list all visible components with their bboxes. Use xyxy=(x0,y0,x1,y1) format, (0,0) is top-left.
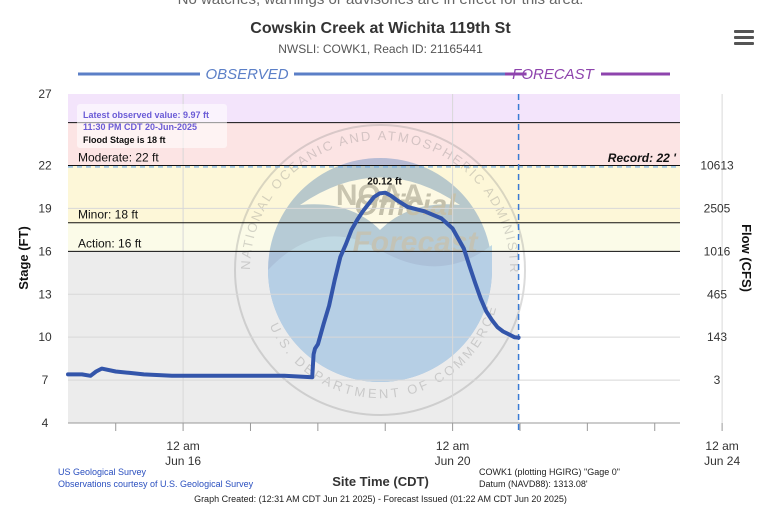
y-tick-label: 19 xyxy=(38,201,52,215)
usgs-observations-link[interactable]: Observations courtesy of U.S. Geological… xyxy=(58,479,254,489)
advisory-note: No watches, warnings or advisories are i… xyxy=(0,0,761,8)
menu-icon-bar xyxy=(734,36,754,39)
y-tick-label: 4 xyxy=(42,416,49,430)
tooltip-flood-stage: Flood Stage is 18 ft xyxy=(83,135,166,145)
y2-axis-title: Flow (CFS) xyxy=(739,224,754,292)
usgs-link[interactable]: US Geological Survey xyxy=(58,467,147,477)
tooltip-latest-value: Latest observed value: 9.97 ft xyxy=(83,110,210,120)
observed-section-label: OBSERVED xyxy=(205,66,288,83)
x-tick-label-line1: 12 am xyxy=(436,439,469,453)
record-label: Record: 22 ' xyxy=(608,151,677,165)
series-line-observed xyxy=(66,190,521,380)
forecast-section-label: FORECAST xyxy=(512,66,596,83)
y2-tick-label: 2505 xyxy=(704,201,731,215)
y-tick-label: 7 xyxy=(42,373,49,387)
y-axis-title: Stage (FT) xyxy=(16,226,31,290)
datum-line: Datum (NAVD88): 1313.08' xyxy=(479,479,588,489)
threshold-label-moderate: Moderate: 22 ft xyxy=(78,151,159,165)
action-band xyxy=(68,222,680,252)
chart-subtitle: NWSLI: COWK1, Reach ID: 21165441 xyxy=(278,42,483,56)
x-tick-label-line1: 12 am xyxy=(705,439,738,453)
x-tick-label-line2: Jun 16 xyxy=(165,454,201,468)
gauge-line: COWK1 (plotting HGIRG) "Gage 0" xyxy=(479,467,620,477)
gauge-info: COWK1 (plotting HGIRG) "Gage 0" Datum (N… xyxy=(479,466,620,490)
y2-tick-label: 465 xyxy=(707,287,727,301)
peak-label: 20.12 ft xyxy=(367,176,402,187)
x-tick-label-line2: Jun 24 xyxy=(704,454,740,468)
y-tick-label: 10 xyxy=(38,330,52,344)
y2-tick-label: 1016 xyxy=(704,244,731,258)
minor-flood-band xyxy=(68,165,680,223)
x-tick-label-line2: Jun 20 xyxy=(435,454,471,468)
usgs-credit[interactable]: US Geological Survey Observations courte… xyxy=(58,466,253,490)
menu-icon-bar xyxy=(734,30,754,33)
y-tick-label: 16 xyxy=(38,244,52,258)
tooltip-latest-time: 11:30 PM CDT 20-Jun-2025 xyxy=(83,122,198,132)
menu-icon-bar xyxy=(734,42,754,45)
chart-title: Cowskin Creek at Wichita 119th St xyxy=(250,20,511,37)
y-tick-label: 13 xyxy=(38,287,52,301)
latest-value-tooltip xyxy=(77,104,227,148)
y2-tick-label: 143 xyxy=(707,330,727,344)
graph-created-note: Graph Created: (12:31 AM CDT Jun 21 2025… xyxy=(194,494,567,504)
y-tick-label: 22 xyxy=(38,159,52,173)
y2-tick-label: 10613 xyxy=(700,159,734,173)
threshold-label-action: Action: 16 ft xyxy=(78,236,142,250)
y2-tick-label: 3 xyxy=(714,373,721,387)
x-tick-label-line1: 12 am xyxy=(166,439,199,453)
chart-menu-button[interactable] xyxy=(734,30,754,46)
y-tick-label: 27 xyxy=(38,87,52,101)
threshold-label-minor: Minor: 18 ft xyxy=(78,208,139,222)
x-axis-title: Site Time (CDT) xyxy=(332,474,429,489)
